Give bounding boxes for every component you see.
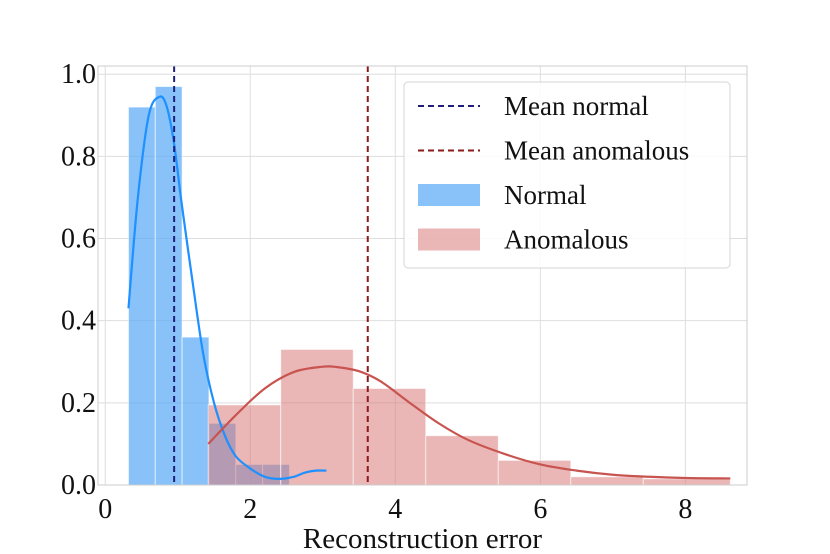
legend-label-mean-anomalous: Mean anomalous (504, 136, 689, 166)
x-tick-label: 4 (388, 494, 402, 525)
x-tick-label: 8 (678, 494, 692, 525)
axis-ticks: 0 2 4 6 8 0.0 0.2 0.4 0.6 0.8 1.0 (61, 59, 692, 525)
legend-label-anomalous: Anomalous (504, 225, 629, 255)
anomalous-histogram-bar (280, 348, 354, 486)
y-tick-label: 0.4 (61, 306, 96, 337)
legend-box (403, 81, 731, 269)
legend-swatch-anomalous (418, 228, 480, 251)
normal-histogram-bar (154, 86, 183, 486)
anomalous-histogram-bar (570, 476, 644, 486)
legend: Mean normal Mean anomalous Normal Anomalous (403, 81, 731, 269)
x-axis-label: Reconstruction error (303, 523, 543, 554)
anomalous-histogram-bar (642, 478, 731, 486)
legend-label-normal: Normal (504, 180, 586, 210)
y-tick-label: 0.0 (61, 470, 96, 501)
plot-frame (97, 65, 748, 486)
legend-swatch-normal (418, 184, 480, 206)
legend-label-mean-normal: Mean normal (504, 91, 649, 121)
kde-curves (127, 95, 731, 480)
y-tick-label: 0.6 (61, 224, 96, 255)
anomalous-kde-line (207, 365, 731, 480)
anomalous-histogram-bar (425, 435, 499, 486)
y-tick-label: 0.2 (61, 388, 96, 419)
y-tick-label: 0.8 (61, 141, 96, 172)
x-tick-label: 0 (98, 494, 112, 525)
y-tick-label: 1.0 (61, 59, 96, 90)
x-tick-label: 6 (533, 494, 547, 525)
x-tick-label: 2 (243, 494, 257, 525)
anomalous-histogram-bar (352, 387, 427, 486)
anomalous-histogram-bar (497, 459, 572, 486)
normal-kde-line (127, 95, 327, 480)
